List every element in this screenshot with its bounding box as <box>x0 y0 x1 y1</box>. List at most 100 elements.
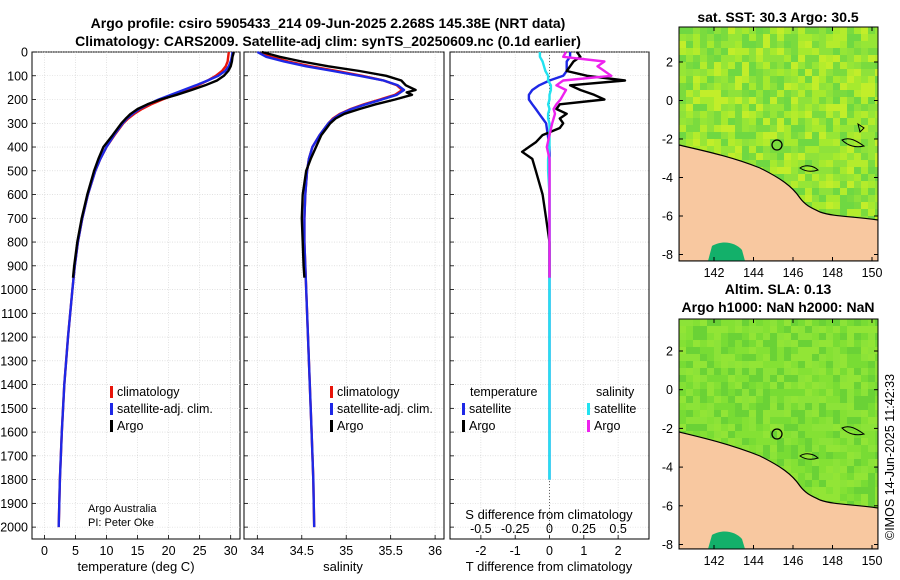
sla-map-frame <box>678 318 879 550</box>
map-cell <box>875 118 878 125</box>
map-cell <box>791 389 798 396</box>
map-cell <box>805 76 812 83</box>
map-cell <box>784 368 791 375</box>
map-cell <box>798 410 805 417</box>
map-cell <box>826 417 833 424</box>
map-cell <box>784 452 791 459</box>
map-cell <box>826 125 833 132</box>
map-cell <box>763 146 770 153</box>
map-cell <box>707 97 714 104</box>
map-cell <box>693 410 700 417</box>
temperature-xlabel: temperature (deg C) <box>77 559 194 574</box>
map-cell <box>728 340 735 347</box>
map-cell <box>749 160 756 167</box>
map-cell <box>854 326 861 333</box>
map-cell <box>854 501 861 508</box>
map-cell <box>700 396 707 403</box>
map-cell <box>735 146 742 153</box>
map-cell <box>770 104 777 111</box>
salinity-legend: climatology satellite-adj. clim. Argo <box>330 385 433 433</box>
map-cell <box>756 55 763 62</box>
map-cell <box>847 209 854 216</box>
map-cell <box>735 417 742 424</box>
map-cell <box>707 111 714 118</box>
map-cell <box>854 167 861 174</box>
map-cell <box>777 354 784 361</box>
map-cell <box>819 111 826 118</box>
map-cell <box>784 417 791 424</box>
map-lat-label: -4 <box>662 171 673 185</box>
legend-temp-satellite-swatch <box>462 403 465 415</box>
map-cell <box>756 340 763 347</box>
legend-sal-satellite-label: satellite <box>594 402 636 416</box>
map-cell <box>700 55 707 62</box>
map-cell <box>784 438 791 445</box>
map-cell <box>763 333 770 340</box>
map-cell <box>812 174 819 181</box>
map-cell <box>770 375 777 382</box>
map-cell <box>819 410 826 417</box>
map-cell <box>868 375 875 382</box>
map-cell <box>847 83 854 90</box>
map-cell <box>686 97 693 104</box>
map-cell <box>847 452 854 459</box>
map-cell <box>798 459 805 466</box>
map-cell <box>826 174 833 181</box>
map-cell <box>854 480 861 487</box>
map-cell <box>819 132 826 139</box>
legend-temp-argo-swatch <box>462 420 465 432</box>
map-cell <box>784 27 791 34</box>
map-cell <box>770 382 777 389</box>
map-cell <box>875 62 878 69</box>
map-cell <box>777 368 784 375</box>
map-cell <box>749 104 756 111</box>
map-cell <box>791 97 798 104</box>
map-cell <box>714 132 721 139</box>
map-cell <box>791 375 798 382</box>
legend-climatology-swatch <box>110 386 113 398</box>
map-cell <box>784 97 791 104</box>
map-cell <box>805 473 812 480</box>
map-cell <box>812 354 819 361</box>
map-cell <box>868 389 875 396</box>
map-cell <box>812 445 819 452</box>
map-cell <box>805 361 812 368</box>
map-cell <box>714 90 721 97</box>
map-cell <box>728 90 735 97</box>
map-cell <box>868 347 875 354</box>
map-cell <box>763 403 770 410</box>
map-cell <box>798 417 805 424</box>
x-tick-label: 25 <box>193 544 207 558</box>
map-cell <box>798 153 805 160</box>
map-cell <box>693 368 700 375</box>
map-cell <box>847 347 854 354</box>
map-cell <box>868 146 875 153</box>
difference-salinity-argo-line <box>545 51 613 278</box>
map-cell <box>714 354 721 361</box>
map-cell <box>847 438 854 445</box>
map-cell <box>854 209 861 216</box>
map-cell <box>693 125 700 132</box>
map-cell <box>735 340 742 347</box>
sla-map-highland <box>708 531 745 549</box>
map-cell <box>861 438 868 445</box>
map-cell <box>679 375 686 382</box>
map-cell <box>791 361 798 368</box>
map-cell <box>847 396 854 403</box>
legend-satellite-swatch <box>330 403 333 415</box>
map-cell <box>805 34 812 41</box>
map-cell <box>854 487 861 494</box>
map-cell <box>770 132 777 139</box>
map-cell <box>840 160 847 167</box>
map-cell <box>714 382 721 389</box>
map-cell <box>868 76 875 83</box>
map-cell <box>805 69 812 76</box>
map-cell <box>868 125 875 132</box>
map-cell <box>861 69 868 76</box>
map-lat-label: -4 <box>662 461 673 475</box>
credit-line-1: Argo Australia <box>88 503 157 515</box>
map-cell <box>756 111 763 118</box>
map-cell <box>819 83 826 90</box>
map-cell <box>833 333 840 340</box>
map-cell <box>721 132 728 139</box>
